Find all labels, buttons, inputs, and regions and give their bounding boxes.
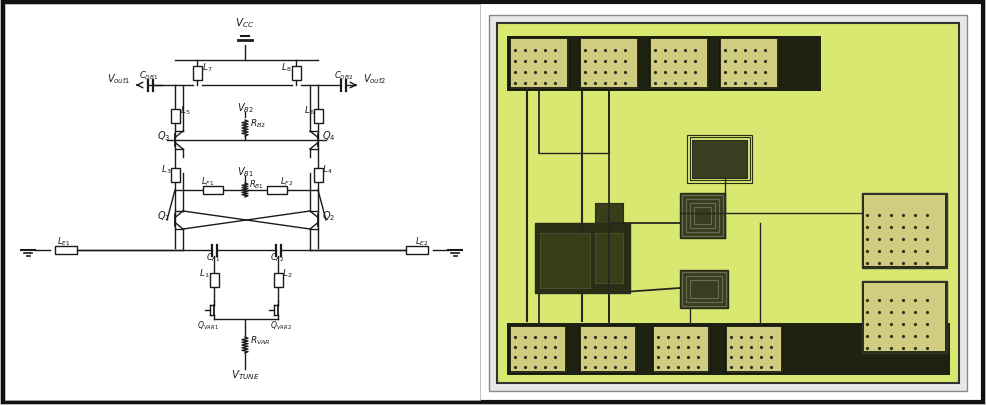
Text: $L_7$: $L_7$ — [202, 61, 213, 74]
Text: $Q_3$: $Q_3$ — [157, 129, 171, 143]
Text: $R_{B2}$: $R_{B2}$ — [250, 118, 266, 130]
Bar — [694, 207, 711, 224]
Text: $R_{VAR}$: $R_{VAR}$ — [250, 334, 271, 347]
Bar — [682, 196, 723, 237]
Bar — [535, 224, 630, 293]
Bar — [579, 325, 637, 373]
Bar — [595, 203, 623, 224]
Text: $L_2$: $L_2$ — [282, 267, 293, 280]
Text: $C_{F1}$: $C_{F1}$ — [206, 252, 220, 264]
Bar — [690, 280, 718, 298]
Bar — [690, 203, 715, 228]
Bar — [511, 327, 565, 371]
Bar — [581, 40, 637, 88]
Text: $Q_2$: $Q_2$ — [322, 209, 335, 222]
Bar — [540, 233, 590, 288]
Bar — [649, 38, 709, 90]
Text: $V_{B2}$: $V_{B2}$ — [237, 101, 253, 115]
Bar — [864, 196, 945, 266]
Bar — [725, 325, 783, 373]
Bar — [511, 40, 567, 88]
Bar — [727, 327, 781, 371]
Text: $L_3$: $L_3$ — [161, 164, 172, 176]
Bar — [686, 276, 722, 302]
Bar — [267, 187, 287, 194]
Text: $Q_{VAR1}$: $Q_{VAR1}$ — [197, 319, 219, 332]
Text: $C_{DB1}$: $C_{DB1}$ — [139, 70, 159, 82]
Text: $V_{TUNE}$: $V_{TUNE}$ — [231, 367, 259, 381]
Bar — [171, 109, 179, 123]
Text: $L_1$: $L_1$ — [199, 267, 209, 280]
Text: $V_{out1}$: $V_{out1}$ — [106, 72, 130, 85]
Bar — [273, 273, 283, 287]
Bar — [652, 325, 710, 373]
Bar — [721, 40, 777, 88]
Bar — [864, 284, 945, 351]
Bar — [406, 246, 428, 254]
Bar — [209, 273, 219, 287]
Bar — [692, 141, 747, 179]
Bar — [497, 24, 959, 383]
Text: $V_{B1}$: $V_{B1}$ — [237, 164, 253, 178]
Bar — [692, 141, 747, 179]
Bar — [314, 109, 322, 123]
Bar — [690, 138, 750, 181]
Bar — [55, 246, 77, 254]
Text: $V_{out2}$: $V_{out2}$ — [363, 72, 387, 85]
Bar — [509, 325, 567, 373]
Bar — [581, 327, 635, 371]
Bar — [651, 40, 707, 88]
Bar — [687, 136, 752, 183]
Bar — [192, 66, 201, 80]
Bar — [314, 168, 322, 183]
Text: $L_6$: $L_6$ — [304, 104, 315, 117]
Text: $L_5$: $L_5$ — [180, 104, 190, 117]
Bar — [5, 5, 480, 400]
Text: $L_{E1}$: $L_{E1}$ — [57, 235, 70, 248]
Bar — [595, 233, 623, 284]
Text: $L_{F2}$: $L_{F2}$ — [280, 175, 293, 188]
Bar — [509, 38, 569, 90]
Bar — [802, 323, 950, 375]
Text: $L_4$: $L_4$ — [322, 164, 332, 176]
Bar — [489, 16, 967, 391]
Text: $Q_4$: $Q_4$ — [322, 129, 335, 143]
Bar — [507, 37, 821, 92]
Text: $C_{DB2}$: $C_{DB2}$ — [334, 70, 354, 82]
Bar — [686, 200, 719, 232]
Text: $L_{F1}$: $L_{F1}$ — [201, 175, 214, 188]
Text: $Q_1$: $Q_1$ — [157, 209, 171, 222]
Text: $C_{F2}$: $C_{F2}$ — [270, 252, 284, 264]
Text: $L_8$: $L_8$ — [281, 61, 292, 74]
Bar — [507, 323, 849, 375]
Bar — [680, 194, 725, 239]
Bar — [862, 281, 947, 353]
Text: $V_{CC}$: $V_{CC}$ — [236, 16, 254, 30]
Bar — [292, 66, 301, 80]
Bar — [862, 194, 947, 269]
Text: $L_{E2}$: $L_{E2}$ — [415, 235, 429, 248]
Bar — [654, 327, 708, 371]
Bar — [682, 272, 726, 306]
Text: $Q_{VAR2}$: $Q_{VAR2}$ — [270, 319, 292, 332]
Bar — [579, 38, 639, 90]
Text: $R_{B1}$: $R_{B1}$ — [249, 179, 264, 191]
Bar — [719, 38, 779, 90]
Bar — [171, 168, 179, 183]
Bar — [680, 270, 728, 308]
Bar — [203, 187, 223, 194]
